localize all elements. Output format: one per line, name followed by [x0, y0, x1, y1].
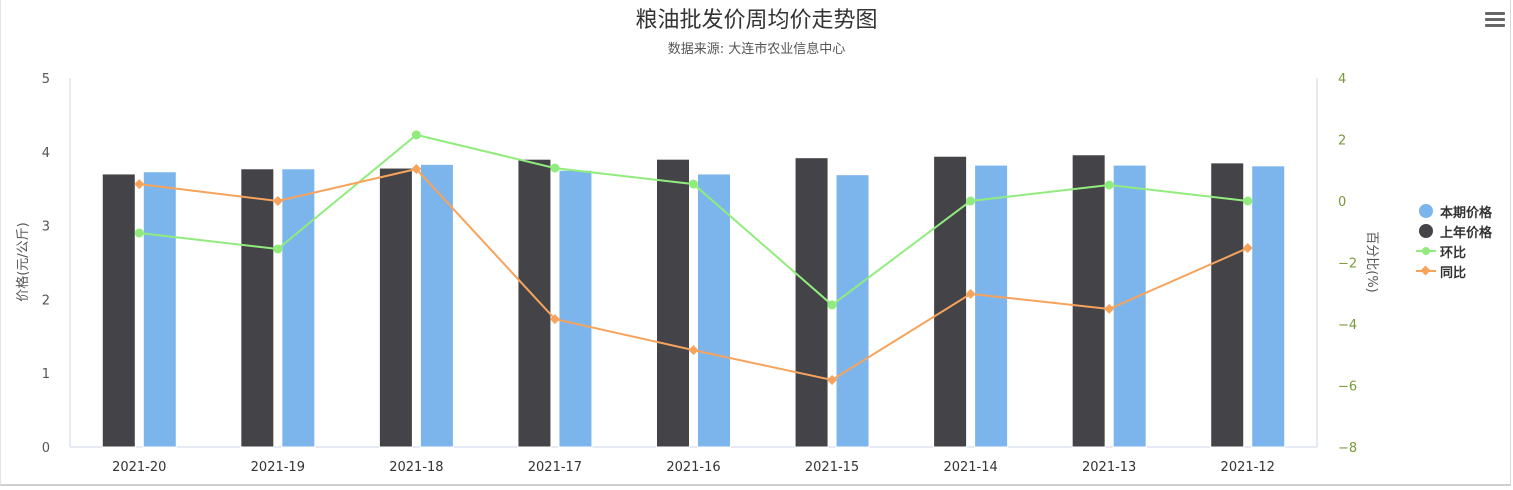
legend-label: 同比	[1440, 265, 1467, 281]
yoy-point-marker[interactable]	[1242, 243, 1253, 254]
legend: 本期价格上年价格环比同比	[1416, 201, 1492, 281]
bar-current[interactable]	[1112, 164, 1147, 448]
left-axis-tick: 0	[42, 441, 50, 456]
mom-point-marker[interactable]	[689, 179, 698, 189]
legend-label: 环比	[1440, 245, 1467, 261]
bar-current[interactable]	[419, 163, 454, 448]
right-axis-tick: −2	[1338, 257, 1357, 272]
bar-last-year[interactable]	[656, 158, 690, 448]
bar-current[interactable]	[558, 169, 593, 448]
yoy-point-marker[interactable]	[272, 196, 283, 206]
bar-last-year[interactable]	[101, 173, 136, 448]
bar-current[interactable]	[835, 174, 870, 448]
x-axis-tick: 2021-16	[666, 460, 720, 475]
bar-last-year[interactable]	[1210, 162, 1245, 448]
yoy-point-marker[interactable]	[134, 179, 145, 190]
mom-point-marker[interactable]	[550, 163, 560, 173]
x-axis-tick: 2021-12	[1221, 460, 1275, 475]
left-axis-tick: 2	[42, 293, 50, 308]
x-axis-tick: 2021-15	[805, 460, 859, 475]
mom-point-marker[interactable]	[273, 244, 283, 254]
right-axis-tick: 0	[1338, 195, 1346, 210]
bar-last-year[interactable]	[1071, 154, 1106, 448]
bar-current[interactable]	[1251, 165, 1286, 448]
left-axis-tick: 1	[42, 367, 50, 382]
legend-line-marker-icon	[1416, 265, 1436, 277]
legend-label: 本期价格	[1440, 205, 1493, 221]
mom-point-marker[interactable]	[827, 300, 837, 310]
legend-line-marker-icon	[1416, 245, 1436, 257]
hamburger-menu-icon[interactable]	[1485, 12, 1505, 28]
left-axis-tick: 4	[42, 146, 50, 161]
bar-current[interactable]	[142, 171, 177, 448]
x-axis-tick: 2021-19	[251, 460, 305, 475]
left-axis-label: 价格(元/公斤)	[15, 222, 31, 302]
right-axis-label: 百分比(%)	[1364, 231, 1379, 293]
bar-last-year[interactable]	[240, 168, 275, 448]
right-axis-tick: −4	[1338, 318, 1357, 333]
mom-point-marker[interactable]	[966, 196, 976, 206]
x-axis-tick: 2021-18	[389, 460, 443, 475]
right-axis-tick: 4	[1338, 72, 1346, 87]
left-axis-tick: 3	[42, 220, 50, 235]
legend-label: 上年价格	[1440, 225, 1493, 241]
bar-current[interactable]	[697, 173, 731, 448]
legend-item[interactable]: 上年价格	[1416, 221, 1492, 241]
right-axis-tick: −8	[1338, 441, 1357, 456]
right-axis-tick: 2	[1338, 134, 1346, 149]
bar-last-year[interactable]	[517, 158, 552, 448]
yoy-point-marker[interactable]	[1104, 303, 1115, 314]
legend-circle-icon	[1416, 224, 1436, 238]
right-axis-tick: −6	[1338, 380, 1357, 395]
x-axis-tick: 2021-17	[528, 460, 582, 475]
x-axis-tick: 2021-13	[1082, 460, 1136, 475]
bar-last-year[interactable]	[794, 157, 829, 448]
left-axis-tick: 5	[42, 72, 50, 87]
legend-item[interactable]: 环比	[1416, 241, 1492, 261]
yoy-point-marker[interactable]	[549, 314, 560, 325]
x-axis-tick: 2021-20	[112, 460, 166, 475]
chart-subtitle: 数据来源: 大连市农业信息中心	[667, 42, 846, 57]
bar-last-year[interactable]	[933, 155, 968, 448]
chart-title: 粮油批发价周均价走势图	[635, 8, 878, 33]
bar-last-year[interactable]	[378, 167, 413, 448]
mom-point-marker[interactable]	[1243, 196, 1253, 206]
mom-point-marker[interactable]	[134, 228, 144, 238]
mom-point-marker[interactable]	[1104, 180, 1114, 190]
x-axis-tick: 2021-14	[943, 460, 997, 475]
yoy-point-marker[interactable]	[688, 345, 699, 356]
bar-current[interactable]	[281, 168, 316, 448]
legend-circle-icon	[1416, 204, 1436, 218]
yoy-point-marker[interactable]	[965, 288, 976, 299]
legend-item[interactable]: 本期价格	[1416, 201, 1492, 221]
bar-current[interactable]	[974, 164, 1009, 448]
mom-point-marker[interactable]	[411, 130, 421, 140]
yoy-point-marker[interactable]	[827, 374, 838, 385]
legend-item[interactable]: 同比	[1416, 261, 1492, 281]
yoy-point-marker[interactable]	[411, 164, 422, 175]
